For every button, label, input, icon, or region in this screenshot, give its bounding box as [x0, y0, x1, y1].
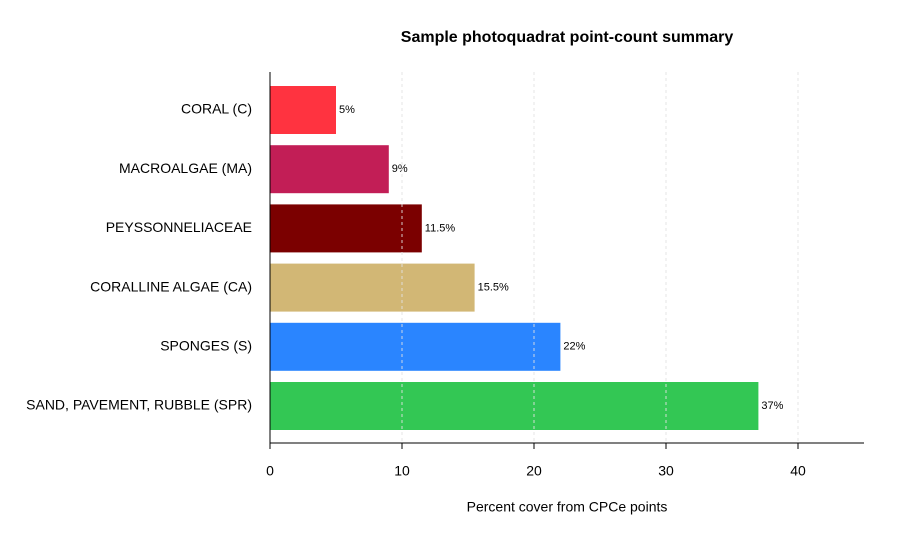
- bar: [270, 204, 422, 253]
- y-tick-label: PEYSSONNELIACEAE: [106, 219, 252, 235]
- x-tick-label: 20: [526, 463, 542, 479]
- y-tick-label: CORALLINE ALGAE (CA): [90, 278, 252, 294]
- x-tick-label: 10: [394, 463, 410, 479]
- bar: [270, 145, 389, 194]
- data-label: 5%: [339, 104, 355, 116]
- y-tick-label: CORAL (C): [181, 101, 252, 117]
- x-tick-label: 30: [658, 463, 674, 479]
- data-label: 11.5%: [425, 222, 456, 234]
- y-tick-label: SAND, PAVEMENT, RUBBLE (SPR): [26, 397, 252, 413]
- data-label: 9%: [392, 163, 408, 175]
- data-label: 22%: [563, 341, 585, 353]
- data-label: 15.5%: [478, 282, 509, 294]
- y-tick-label: MACROALGAE (MA): [119, 160, 252, 176]
- data-label: 37%: [761, 400, 783, 412]
- bar: [270, 322, 561, 371]
- x-tick-label: 40: [790, 463, 806, 479]
- x-axis-label: Percent cover from CPCe points: [467, 499, 668, 515]
- chart-title: Sample photoquadrat point-count summary: [401, 29, 734, 46]
- y-tick-label: SPONGES (S): [160, 338, 252, 354]
- bar: [270, 382, 759, 430]
- bar: [270, 263, 475, 312]
- bar: [270, 86, 336, 134]
- x-tick-label: 0: [266, 463, 274, 479]
